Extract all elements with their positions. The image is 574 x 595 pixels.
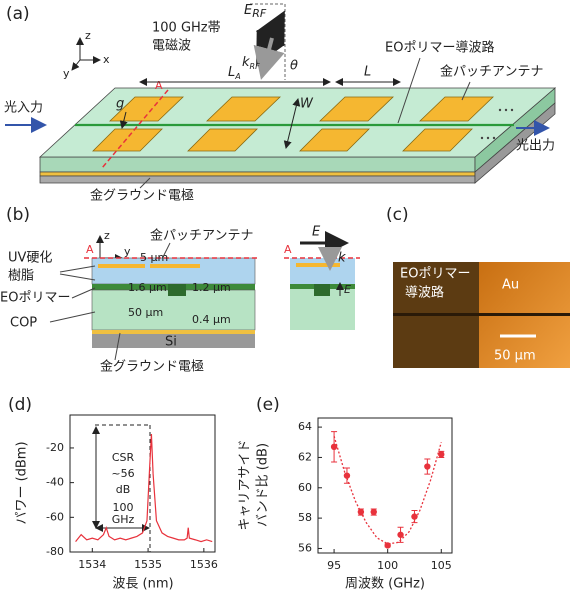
e-label: E <box>312 225 321 240</box>
axis-name: y <box>63 67 70 80</box>
symbol: L <box>228 65 235 80</box>
theta-label: θ <box>290 59 298 74</box>
data-point <box>424 463 430 469</box>
eo-label: 導波路 <box>405 285 444 301</box>
y-axis-label: キャリアサイド <box>238 439 253 530</box>
y-tick-label: 64 <box>298 420 312 433</box>
input-label: 光入力 <box>4 101 43 116</box>
panel-label: (d) <box>8 395 32 415</box>
section-label: A <box>155 79 163 92</box>
axis-name: x <box>103 53 110 66</box>
uv-label: 樹脂 <box>8 269 34 284</box>
y-tick-label: -60 <box>46 510 64 523</box>
data-point <box>358 509 364 515</box>
uv-label: UV硬化 <box>8 251 52 266</box>
data-point <box>397 532 403 538</box>
patch <box>150 264 200 268</box>
ground-label: 金グラウンド電極 <box>90 188 194 204</box>
subscript: A <box>234 72 240 81</box>
au-label: Au <box>502 278 519 293</box>
panel-a: (a) z y x A g 光入力 光出力 金グラウンド電極 EOポリマー導波路 <box>4 3 555 204</box>
k-rf-label: kRF <box>242 55 260 71</box>
axis-name: z <box>104 229 110 242</box>
la-label: LA <box>228 65 241 81</box>
y-tick-label: -20 <box>46 441 64 454</box>
subscript: RF <box>252 7 267 20</box>
plot-frame <box>318 418 452 553</box>
x-tick-label: 105 <box>431 559 452 572</box>
patch-label: 金パッチアンテナ <box>150 228 253 244</box>
data-point <box>384 542 390 548</box>
annotation: GHz <box>112 513 135 526</box>
micrograph-waveguide <box>393 313 570 316</box>
ground-label: 金グラウンド電極 <box>100 359 204 375</box>
annotation: dB <box>116 483 131 496</box>
x-tick-label: 1535 <box>134 558 162 571</box>
x-tick-label: 100 <box>377 559 398 572</box>
section-label: A <box>86 243 94 256</box>
figure: (a) z y x A g 光入力 光出力 金グラウンド電極 EOポリマー導波路 <box>0 0 574 595</box>
panel-b: (b) z y 金パッチアンテナ A 5 μm 1.6 μm 1.2 μm 50… <box>0 205 360 375</box>
y-tick-label: 62 <box>298 450 312 463</box>
y-tick-label: 56 <box>298 541 312 554</box>
wave-label: 100 GHz帯 <box>152 21 221 36</box>
patch-label: 金パッチアンテナ <box>440 64 543 80</box>
dim-label: 1.2 μm <box>192 281 231 294</box>
cop-label: COP <box>10 316 37 331</box>
l-label: L <box>364 65 371 80</box>
dim-label: 50 μm <box>128 306 163 319</box>
data-point <box>411 513 417 519</box>
axis-name: z <box>85 29 91 42</box>
axes-icon <box>72 38 100 70</box>
dim-label: 0.4 μm <box>192 313 231 326</box>
e-rf-label: ERF <box>244 3 267 21</box>
section-label: A <box>284 243 292 256</box>
fit-curve <box>334 436 441 544</box>
x-tick-label: 1534 <box>78 558 106 571</box>
data-point <box>331 444 337 450</box>
eo-label: EOポリマー <box>0 291 70 306</box>
x-axis-label: 周波数 (GHz) <box>345 577 425 592</box>
si-label: Si <box>165 335 177 350</box>
eo-label: EOポリマー <box>400 267 470 282</box>
w-label: W <box>300 97 314 112</box>
axis-name: y <box>124 245 131 258</box>
y-axis-label: パワー (dBm) <box>15 441 30 524</box>
y-tick-label: 60 <box>298 481 312 494</box>
y-tick-label: -40 <box>46 476 64 489</box>
output-label: 光出力 <box>516 139 555 154</box>
panel-label: (e) <box>256 395 280 415</box>
annotation: ~56 <box>111 467 134 480</box>
waveguide-label: EOポリマー導波路 <box>385 40 494 56</box>
panel-c: (c) EOポリマー 導波路 Au 50 μm <box>386 205 570 368</box>
scale-label: 50 μm <box>494 349 536 364</box>
y-axis-label: バンド比 (dB) <box>256 443 271 527</box>
data-point <box>438 451 444 457</box>
core <box>314 284 330 296</box>
y-tick-label: 58 <box>298 511 312 524</box>
annotation: CSR <box>112 451 135 464</box>
x-axis-label: 波長 (nm) <box>112 577 173 592</box>
y-tick-label: -80 <box>46 545 64 558</box>
e-label: E <box>344 283 351 296</box>
dim-label: 5 μm <box>140 251 168 264</box>
wave-label: 電磁波 <box>152 39 191 54</box>
gap-label: g <box>116 97 124 112</box>
x-tick-label: 1536 <box>190 558 218 571</box>
panel-label: (a) <box>6 4 30 24</box>
ground-layer <box>92 330 255 334</box>
dim-label: 1.6 μm <box>128 281 167 294</box>
subscript: RF <box>250 62 261 71</box>
patch <box>98 264 145 268</box>
data-point <box>371 509 377 515</box>
core <box>168 284 186 296</box>
patch <box>296 263 340 267</box>
panel-label: (b) <box>6 205 30 225</box>
x-tick-label: 95 <box>327 559 341 572</box>
k-label: k <box>338 251 346 266</box>
panel-label: (c) <box>386 205 409 225</box>
data-point <box>344 472 350 478</box>
